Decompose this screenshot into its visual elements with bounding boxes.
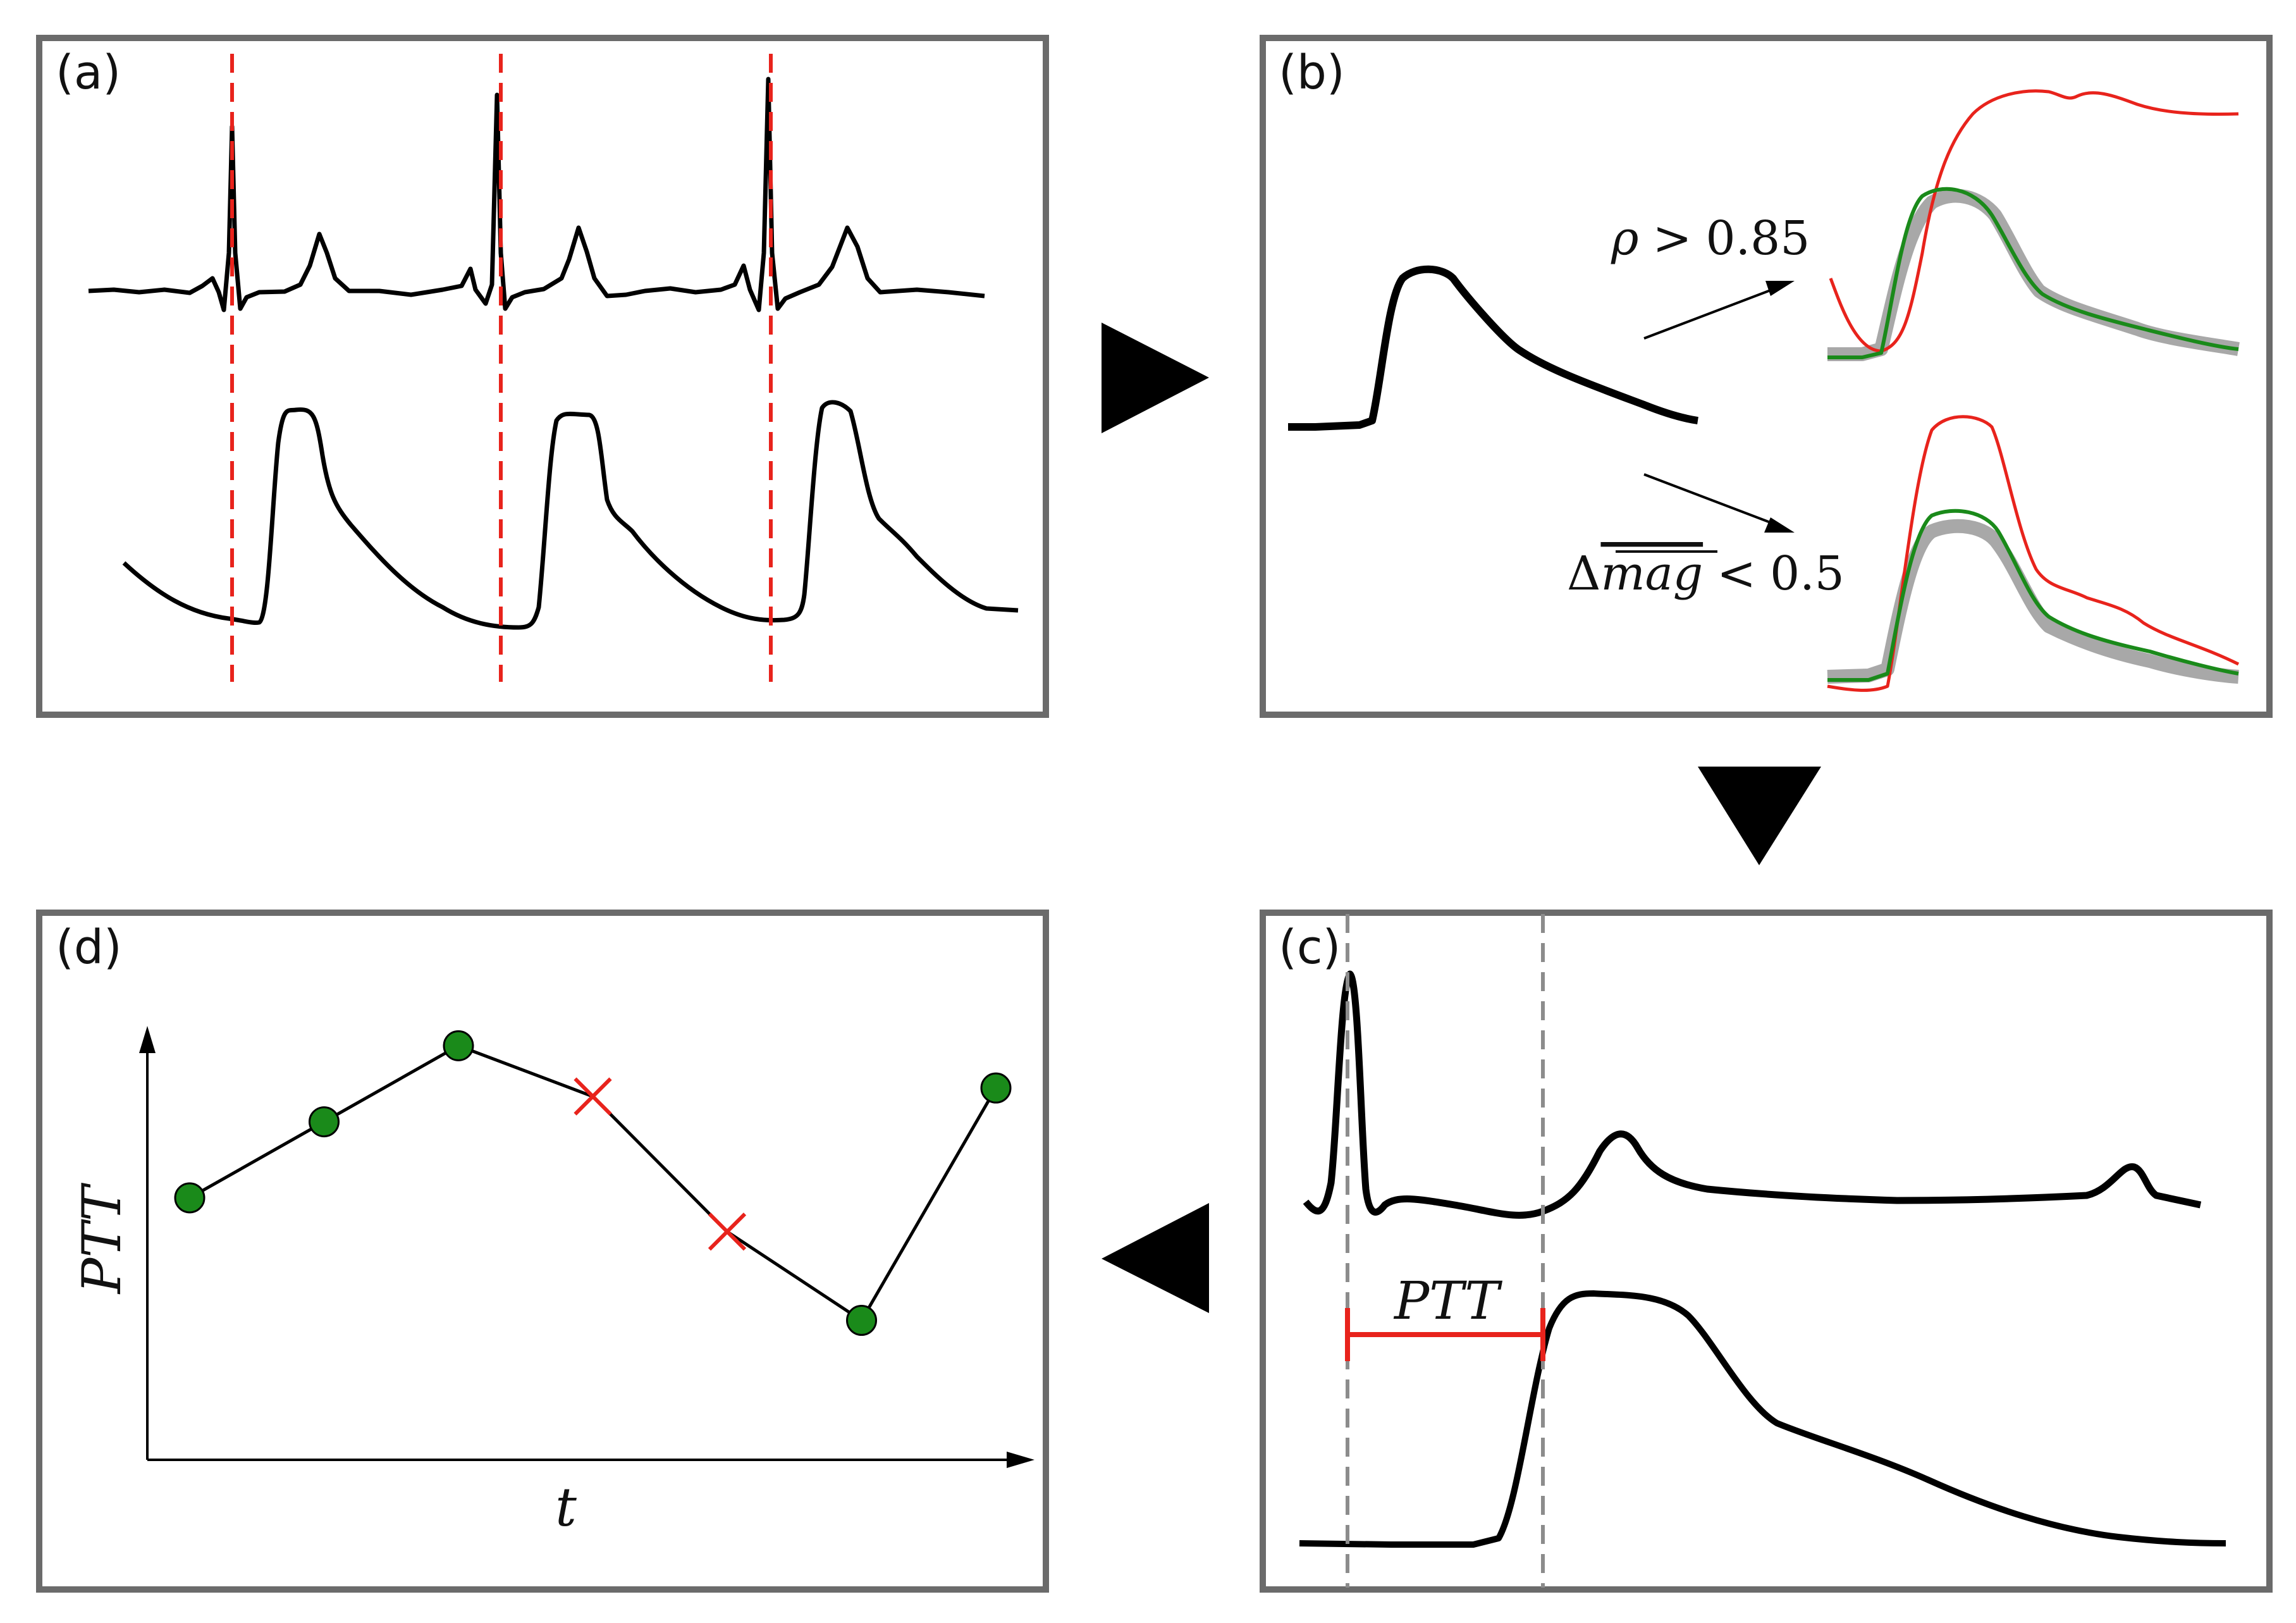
panel-b: (b) ρ >0.85 Δmag <0.5 [1260,35,2273,718]
rule-mag-label: Δmag <0.5 [1567,546,1845,601]
arrow-to-corr-result [1643,281,1795,340]
panel-d: (d) PTT t [36,910,1049,1593]
ptt-point-accepted-3 [443,1030,474,1061]
panel-a-frame [36,35,1049,718]
rule-mag-value: 0.5 [1770,546,1845,601]
rule-mag-op: < [1717,546,1756,601]
ppg-trace-a [122,400,1019,630]
panel-b-label: (b) [1279,46,1345,100]
arrow-left-c-to-d [1102,1203,1209,1313]
template-pulse-lower [1827,519,2239,684]
rule-corr-label: ρ >0.85 [1611,211,1810,266]
ptt-point-accepted-7 [980,1072,1012,1104]
panel-c-frame [1260,910,2273,1593]
accepted-pulse-mag [1827,509,2239,682]
y-axis-arrowhead [139,1026,156,1053]
rule-corr-symbol: ρ [1611,211,1639,266]
x-axis-arrowhead [1007,1452,1034,1468]
panel-d-frame [36,910,1049,1593]
panel-a-label: (a) [56,46,121,100]
ptt-series-points [174,1030,1012,1336]
rule-corr-value: 0.85 [1706,211,1810,266]
panel-d-label: (d) [56,920,122,975]
arrow-down-b-to-c [1698,767,1821,865]
rule-mag-quantity: mag [1600,546,1703,601]
template-pulse-upper [1827,188,2240,361]
ecg-trace-a [88,77,985,312]
ptt-interval-label: PTT [1393,1271,1502,1331]
ptt-interval-marker [1345,1308,1545,1361]
x-axis-label: t [555,1476,577,1538]
ptt-point-accepted-2 [309,1106,340,1138]
ptt-point-rejected-4 [574,1077,612,1116]
accepted-pulse-corr [1827,187,2239,359]
panel-b-frame [1260,35,2273,718]
ptt-point-rejected-5 [708,1213,747,1251]
arrow-right-a-to-b [1102,323,1209,433]
ecg-beat-c [1303,970,2202,1219]
rule-mag-symbol: Δ [1567,546,1600,601]
panel-c: (c) PTT [1260,910,2273,1593]
panel-a: (a) [36,35,1049,718]
y-axis-label: PTT [71,1182,133,1295]
panel-c-label: (c) [1279,920,1341,975]
arrow-to-mag-result [1643,473,1795,533]
input-pulse-b [1288,265,1698,431]
rule-corr-op: > [1653,211,1692,266]
rejected-pulse-corr [1829,89,2239,353]
ptt-point-accepted-6 [846,1305,877,1336]
ptt-point-accepted-1 [174,1182,206,1214]
